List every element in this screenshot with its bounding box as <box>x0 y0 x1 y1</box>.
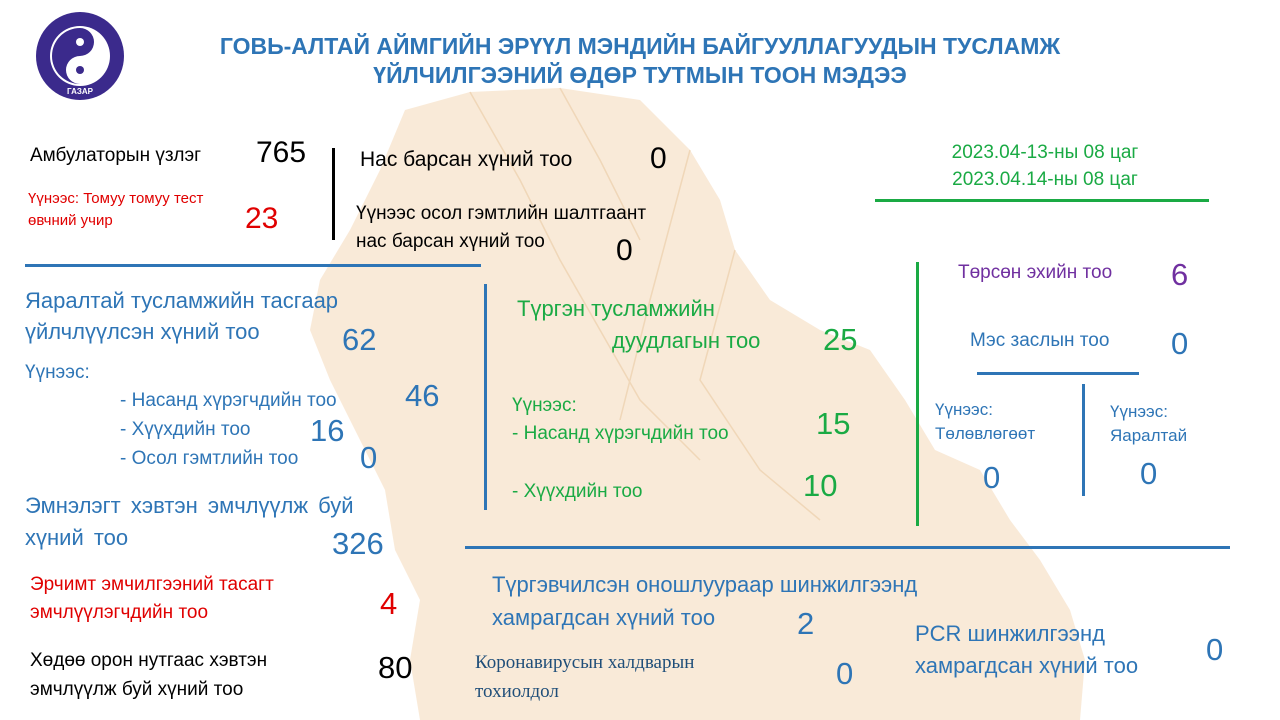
maternity-divider <box>916 262 919 526</box>
emergency-adults-value: 46 <box>405 378 440 413</box>
inpatient-label: Эмнэлэгт хэвтэн эмчлүүлж буй хүний тоо <box>25 490 354 554</box>
map-border <box>469 87 821 521</box>
csection-label: Мэс заслын тоо <box>970 330 1110 351</box>
rapid-test-value: 2 <box>797 606 815 641</box>
ambulance-label-line-2: дуудлагын тоо <box>612 328 761 353</box>
rural-label-line-1: Хөдөө орон нутгаас хэвтэн <box>30 650 268 671</box>
injury-deaths-label: Үүнээс осол гэмтлийн шалтгаант нас барса… <box>356 200 646 256</box>
covid-label: Коронавирусын халдварын тохиолдол <box>475 648 694 706</box>
emergency-children-value: 16 <box>310 413 345 448</box>
planned-value: 0 <box>983 460 1001 495</box>
deaths-value: 0 <box>650 142 667 175</box>
emergency-cs-label: Үүнээс: Яаралтай <box>1110 400 1187 448</box>
covid-value: 0 <box>836 656 854 691</box>
emergency-adults-label: - Насанд хүрэгчдийн тоо <box>120 390 337 411</box>
emergency-cs-label-line-2: Яаралтай <box>1110 426 1188 445</box>
logo-bottom-text: ГАЗАР <box>67 87 94 96</box>
emergency-label: Яаралтай тусламжийн тасгаар үйлчлүүлсэн … <box>25 285 338 347</box>
testing-divider <box>465 546 1230 549</box>
inpatient-label-line-1: Эмнэлэгт хэвтэн эмчлүүлж буй <box>25 493 354 518</box>
icu-label-line-2: эмчлүүлэгчдийн тоо <box>30 602 209 623</box>
flu-label-line-1: Үүнээс: Томуу томуу тест <box>28 190 204 207</box>
flu-value: 23 <box>245 202 279 235</box>
emergency-label-line-2: үйлчлүүлсэн хүний тоо <box>25 319 260 344</box>
flu-label: Үүнээс: Томуу томуу тест өвчний учир <box>28 188 203 232</box>
organization-logo: ГАЗАР <box>36 12 124 100</box>
ambulance-children-label: - Хүүхдийн тоо <box>512 481 643 502</box>
ambulance-divider <box>484 284 487 510</box>
rural-label: Хөдөө орон нутгаас хэвтэн эмчлүүлж буй х… <box>30 646 267 704</box>
ambulance-label-line-1: Түргэн тусламжийн <box>517 296 715 321</box>
title-line-2: ҮЙЛЧИЛГЭЭНИЙ ӨДӨР ТУТМЫН ТООН МЭДЭЭ <box>373 62 907 88</box>
injury-deaths-label-line-1: Үүнээс осол гэмтлийн шалтгаант <box>356 203 647 224</box>
injury-deaths-value: 0 <box>616 234 633 267</box>
rural-label-line-2: эмчлүүлж буй хүний тоо <box>30 679 244 700</box>
ambulance-adults-value: 15 <box>816 406 851 441</box>
planned-label-line-1: Үүнээс: <box>935 400 993 419</box>
page-title: ГОВЬ-АЛТАЙ АЙМГИЙН ЭРҮҮЛ МЭНДИЙН БАЙГУУЛ… <box>130 32 1150 90</box>
date-from: 2023.04-13-ны 08 цаг <box>951 142 1139 163</box>
rapid-test-label-line-2: хамрагдсан хүний тоо <box>492 605 716 630</box>
rapid-test-label: Түргэвчилсэн оношлуураар шинжилгээнд хам… <box>492 568 917 634</box>
emergency-cs-label-line-1: Үүнээс: <box>1110 402 1168 421</box>
flu-label-line-2: өвчний учир <box>28 212 113 229</box>
rural-value: 80 <box>378 650 413 685</box>
csection-split-divider <box>1082 384 1085 496</box>
emergency-cs-value: 0 <box>1140 456 1158 491</box>
planned-label: Үүнээс: Төлөвлөгөөт <box>935 398 1035 446</box>
icu-value: 4 <box>380 586 398 621</box>
covid-label-line-2: тохиолдол <box>475 681 559 702</box>
outpatient-value: 765 <box>256 136 307 169</box>
emergency-label-line-1: Яаралтай тусламжийн тасгаар <box>25 288 339 313</box>
emergency-children-label: - Хүүхдийн тоо <box>120 419 251 440</box>
icu-label: Эрчимт эмчилгээний тасагт эмчлүүлэгчдийн… <box>30 571 274 627</box>
date-range: 2023.04-13-ны 08 цаг 2023.04.14-ны 08 ца… <box>880 139 1210 193</box>
map-shape <box>310 88 1085 720</box>
rapid-test-label-line-1: Түргэвчилсэн оношлуураар шинжилгээнд <box>492 572 918 597</box>
emergency-value: 62 <box>342 322 377 357</box>
planned-label-line-2: Төлөвлөгөөт <box>935 424 1036 443</box>
ambulance-of-which: Үүнээс: <box>512 395 577 416</box>
pcr-value: 0 <box>1206 632 1224 667</box>
inpatient-label-line-2: хүний тоо <box>25 525 129 550</box>
icu-label-line-1: Эрчимт эмчилгээний тасагт <box>30 574 274 595</box>
births-label: Төрсөн эхийн тоо <box>958 262 1113 283</box>
csection-divider <box>977 372 1139 375</box>
title-line-1: ГОВЬ-АЛТАЙ АЙМГИЙН ЭРҮҮЛ МЭНДИЙН БАЙГУУЛ… <box>219 33 1061 59</box>
emergency-injury-value: 0 <box>360 440 378 475</box>
emergency-injury-label: - Осол гэмтлийн тоо <box>120 448 299 469</box>
ambulance-children-value: 10 <box>803 468 838 503</box>
date-divider <box>875 199 1209 202</box>
csection-value: 0 <box>1171 326 1189 361</box>
births-value: 6 <box>1171 257 1189 292</box>
inpatient-value: 326 <box>332 526 384 561</box>
pcr-label-line-2: хамрагдсан хүний тоо <box>915 653 1139 678</box>
outpatient-label: Амбулаторын үзлэг <box>30 145 202 166</box>
section-divider-left <box>25 264 481 267</box>
pcr-label: PCR шинжилгээнд хамрагдсан хүний тоо <box>915 618 1138 682</box>
ambulance-adults-label: - Насанд хүрэгчдийн тоо <box>512 423 729 444</box>
injury-deaths-label-line-2: нас барсан хүний тоо <box>356 231 545 252</box>
ambulance-value: 25 <box>823 322 858 357</box>
date-to: 2023.04.14-ны 08 цаг <box>952 169 1138 190</box>
emergency-of-which: Үүнээс: <box>25 362 90 383</box>
pcr-label-line-1: PCR шинжилгээнд <box>915 621 1105 646</box>
covid-label-line-1: Коронавирусын халдварын <box>475 652 695 673</box>
deaths-label: Нас барсан хүний тоо <box>360 148 573 171</box>
outpatient-divider <box>332 148 335 240</box>
